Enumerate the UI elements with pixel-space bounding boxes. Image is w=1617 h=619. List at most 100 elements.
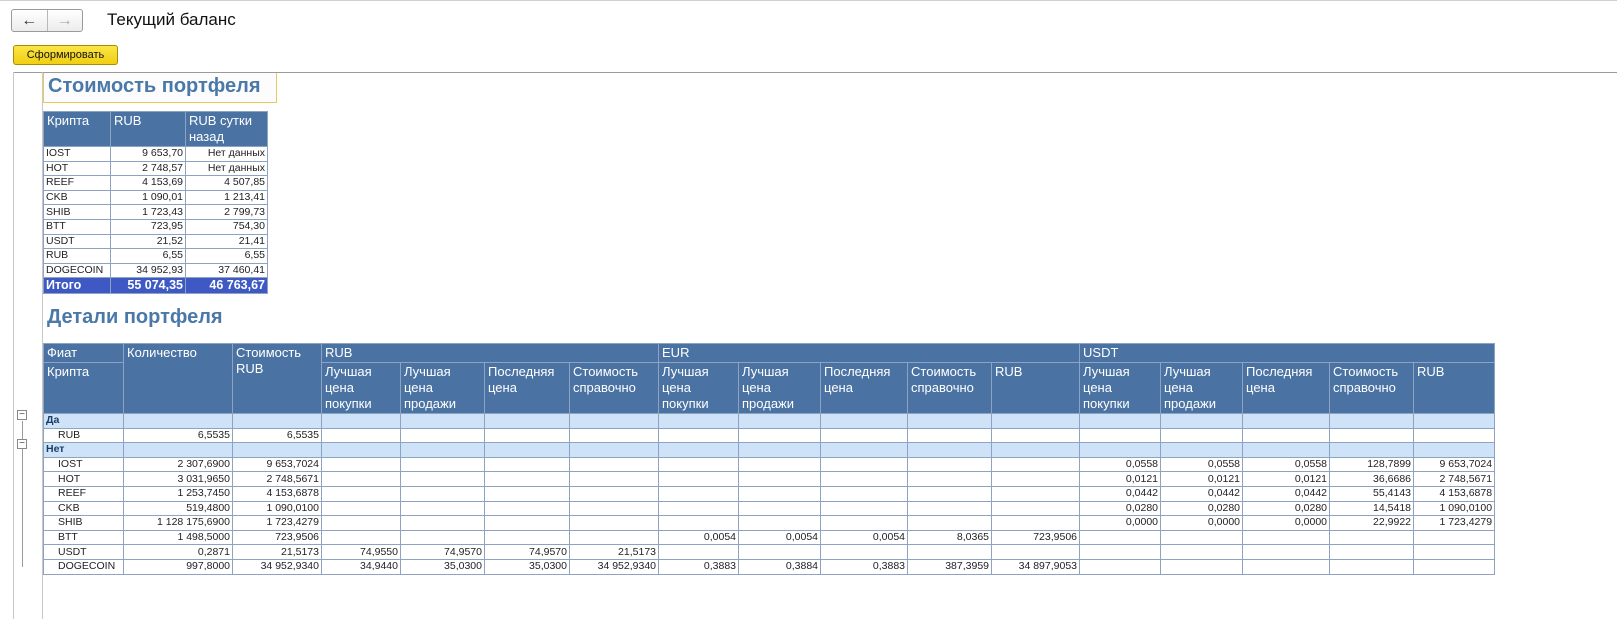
col-rub: RUB: [110, 111, 186, 147]
col-fiat: Фиат: [43, 343, 124, 363]
cell-eur-2: [820, 544, 909, 560]
cell-quantity: 1 128 175,6900: [123, 515, 233, 531]
total-rub: 55 074,35: [110, 277, 186, 295]
col-rub-last-price: Последняя цена: [484, 362, 570, 414]
cell-coin: RUB: [43, 248, 111, 264]
group-cell: [1413, 413, 1496, 429]
cell-usdt-3: [1329, 427, 1415, 444]
cell-eur-4: 34 897,9053: [991, 558, 1081, 575]
cell-rub-day-ago: 2 799,73: [185, 204, 268, 220]
cell-eur-1: [738, 515, 822, 531]
back-button[interactable]: ←: [12, 10, 48, 31]
group-cell: [991, 442, 1081, 458]
cell-eur-1: [738, 471, 822, 487]
cell-rub-3: [568, 456, 660, 473]
cell-eur-1: 0,3884: [738, 558, 822, 575]
cell-coin: USDT: [43, 544, 124, 560]
collapse-group-yes-icon[interactable]: −: [17, 410, 27, 420]
cell-usdt-0: 0,0558: [1079, 456, 1162, 473]
cell-eur-1: [738, 427, 822, 444]
group-cell: [1160, 413, 1244, 429]
group-cell: [484, 442, 570, 458]
cell-usdt-4: 4 153,6878: [1413, 485, 1496, 502]
cell-usdt-2: 0,0442: [1242, 485, 1331, 502]
col-eur-rub: RUB: [991, 362, 1081, 414]
cell-usdt-0: 0,0442: [1079, 485, 1162, 502]
group-cell: [1242, 413, 1331, 429]
cell-usdt-2: 0,0558: [1242, 456, 1331, 473]
cell-eur-3: [907, 456, 993, 473]
cell-coin: HOT: [43, 160, 111, 177]
group-cell: [232, 442, 322, 458]
group-cell: [658, 413, 740, 429]
cell-eur-2: [820, 427, 909, 444]
cell-coin: USDT: [43, 233, 111, 250]
portfolio-value-title[interactable]: Стоимость портфеля: [43, 73, 277, 103]
cell-rub-3: 34 952,9340: [568, 558, 660, 575]
cell-usdt-2: 0,0000: [1242, 515, 1331, 531]
cell-quantity: 3 031,9650: [123, 471, 233, 487]
cell-value-rub: 4 153,6878: [232, 485, 322, 502]
group-row-group_yes[interactable]: Да: [43, 413, 1496, 429]
cell-rub: 34 952,93: [110, 262, 186, 279]
table-row: CKB 519,4800 1 090,0100 0,0280 0,0280 0,0280 1…: [43, 500, 1496, 517]
cell-coin: IOST: [43, 146, 111, 162]
cell-eur-0: [658, 456, 740, 473]
cell-value-rub: 34 952,9340: [232, 558, 322, 575]
cell-rub-0: 74,9550: [321, 544, 401, 560]
cell-usdt-0: 0,0000: [1079, 515, 1162, 531]
generate-button[interactable]: Сформировать: [13, 45, 118, 65]
group-cell: [907, 413, 993, 429]
group-label: Нет: [43, 442, 124, 458]
cell-quantity: 997,8000: [123, 558, 233, 575]
cell-rub-2: [484, 456, 570, 473]
group-cell: [1329, 413, 1415, 429]
col-crypto: Крипта: [43, 111, 111, 147]
collapse-group-no-icon[interactable]: −: [17, 439, 27, 449]
cell-rub-0: [321, 485, 401, 502]
group-cell: [484, 413, 570, 429]
group-cell: [1242, 442, 1331, 458]
cell-eur-3: [907, 485, 993, 502]
cell-eur-4: [991, 485, 1081, 502]
cell-usdt-0: [1079, 558, 1162, 575]
table-row: DOGECOIN 34 952,93 37 460,41: [43, 262, 268, 279]
cell-eur-1: 0,0054: [738, 529, 822, 546]
cell-usdt-4: [1413, 558, 1496, 575]
group-label: Да: [43, 413, 124, 429]
total-row: Итого 55 074,35 46 763,67: [43, 277, 268, 295]
cell-eur-3: [907, 544, 993, 560]
cell-coin: CKB: [43, 189, 111, 206]
cell-rub-day-ago: 754,30: [185, 218, 268, 235]
cell-eur-0: [658, 500, 740, 517]
forward-button[interactable]: →: [48, 10, 83, 31]
cell-rub-0: [321, 427, 401, 444]
cell-eur-4: [991, 456, 1081, 473]
cell-coin: REEF: [43, 175, 111, 191]
cell-rub-3: [568, 471, 660, 487]
group-cell: [400, 413, 485, 429]
cell-rub-2: [484, 529, 570, 546]
col-usdt-last-price: Последняя цена: [1242, 362, 1331, 414]
cell-usdt-0: [1079, 427, 1162, 444]
cell-usdt-4: 9 653,7024: [1413, 456, 1496, 473]
portfolio-details-table: Фиат Количество Стоимость RUB RUB EUR US…: [43, 343, 1496, 575]
cell-rub-2: [484, 471, 570, 487]
cell-usdt-1: [1160, 427, 1244, 444]
cell-value-rub: 6,5535: [232, 427, 322, 444]
cell-eur-0: [658, 515, 740, 531]
cell-usdt-0: [1079, 544, 1162, 560]
cell-quantity: 1 253,7450: [123, 485, 233, 502]
cell-usdt-3: 128,7899: [1329, 456, 1415, 473]
arrow-right-icon: →: [56, 11, 73, 29]
group-row-group_no[interactable]: Нет: [43, 442, 1496, 458]
cell-eur-4: [991, 500, 1081, 517]
cell-eur-0: 0,3883: [658, 558, 740, 575]
cell-quantity: 519,4800: [123, 500, 233, 517]
cell-usdt-3: [1329, 529, 1415, 546]
cell-usdt-3: 36,6686: [1329, 471, 1415, 487]
cell-eur-4: [991, 471, 1081, 487]
cell-rub-0: [321, 456, 401, 473]
cell-usdt-1: 0,0442: [1160, 485, 1244, 502]
cell-value-rub: 723,9506: [232, 529, 322, 546]
